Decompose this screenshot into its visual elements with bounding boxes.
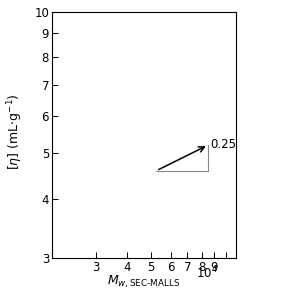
- Text: $M_{w,\mathrm{SEC\text{-}MALLS}}$: $M_{w,\mathrm{SEC\text{-}MALLS}}$: [107, 274, 181, 290]
- Text: 0.25: 0.25: [211, 138, 236, 151]
- Text: $10^4$: $10^4$: [196, 265, 218, 282]
- Text: $[\eta]$ (mL$\cdot$g$^{-1}$): $[\eta]$ (mL$\cdot$g$^{-1}$): [6, 93, 25, 170]
